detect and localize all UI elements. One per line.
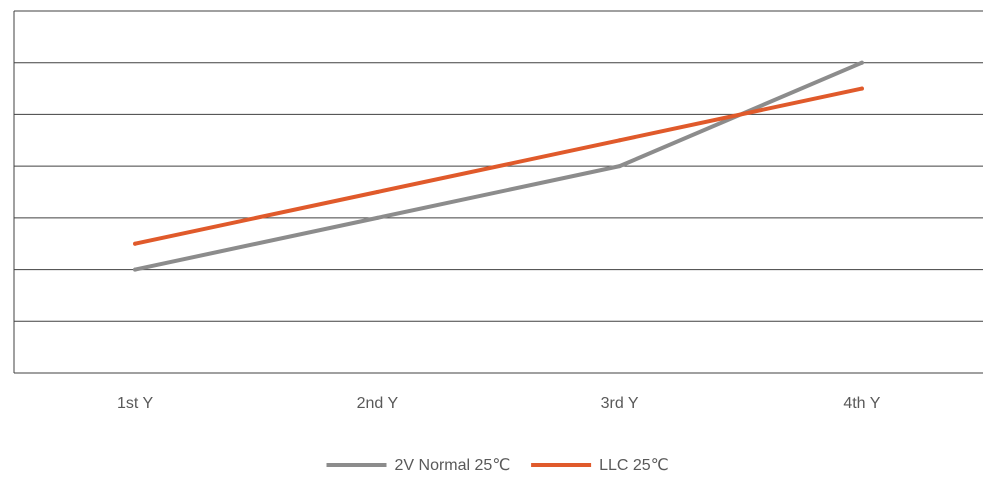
legend-label: 2V Normal 25℃: [395, 457, 511, 474]
legend: 2V Normal 25℃ LLC 25℃: [326, 457, 669, 474]
series-lines: [133, 60, 864, 272]
data-point: [859, 60, 864, 65]
x-tick-label: 2nd Y: [357, 395, 399, 412]
axes: [13, 11, 983, 374]
data-point: [617, 164, 622, 169]
x-tick-labels: 1st Y 2nd Y 3rd Y 4th Y: [117, 395, 881, 412]
data-point: [133, 241, 138, 246]
legend-label: LLC 25℃: [599, 457, 669, 474]
gridlines: [14, 10, 983, 322]
data-point: [859, 86, 864, 91]
data-point: [617, 138, 622, 143]
data-point: [133, 267, 138, 272]
data-point: [375, 215, 380, 220]
data-point: [375, 190, 380, 194]
series-line: [133, 86, 864, 246]
x-tick-label: 4th Y: [843, 395, 880, 412]
x-tick-label: 1st Y: [117, 395, 154, 412]
x-tick-label: 3rd Y: [601, 395, 639, 412]
